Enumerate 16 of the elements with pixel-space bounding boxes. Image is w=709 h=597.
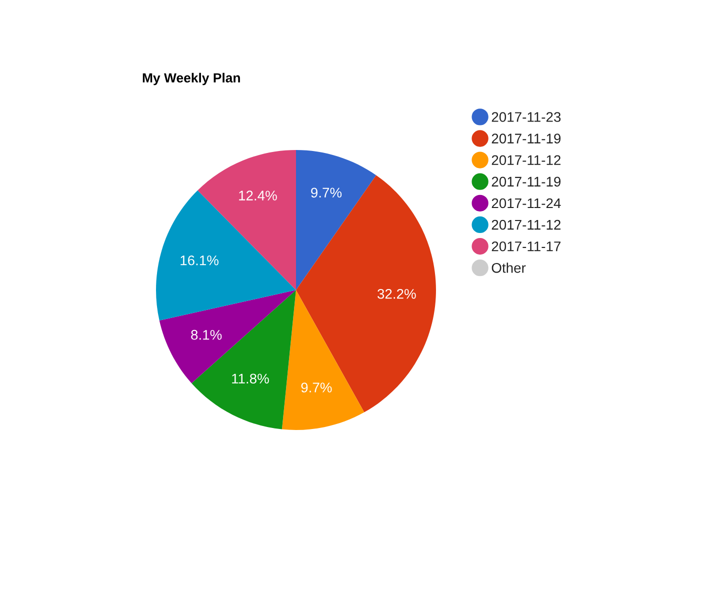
data-label: 9.7% bbox=[311, 188, 342, 198]
legend-label: 2017-11-12 bbox=[492, 155, 560, 166]
data-label: 12.4% bbox=[239, 190, 277, 200]
legend-label: 2017-11-19 bbox=[492, 134, 561, 144]
chart-title: My Weekly Plan bbox=[142, 72, 240, 86]
data-label: 9.7% bbox=[301, 382, 332, 392]
legend-label: 2017-11-23 bbox=[492, 112, 561, 122]
legend-label: 2017-11-12 bbox=[492, 220, 560, 230]
legend-label: Other bbox=[492, 262, 526, 273]
data-label: 16.1% bbox=[180, 255, 218, 266]
slice-label: 2017-11-19 bbox=[492, 176, 561, 187]
legend-label: 2017-11-24 bbox=[492, 198, 561, 208]
legend-label: 2017-11-17 bbox=[492, 241, 560, 252]
data-label: 32.2% bbox=[378, 288, 416, 299]
data-label: 8.1% bbox=[191, 330, 222, 340]
data-label: 11.8% bbox=[232, 374, 269, 384]
